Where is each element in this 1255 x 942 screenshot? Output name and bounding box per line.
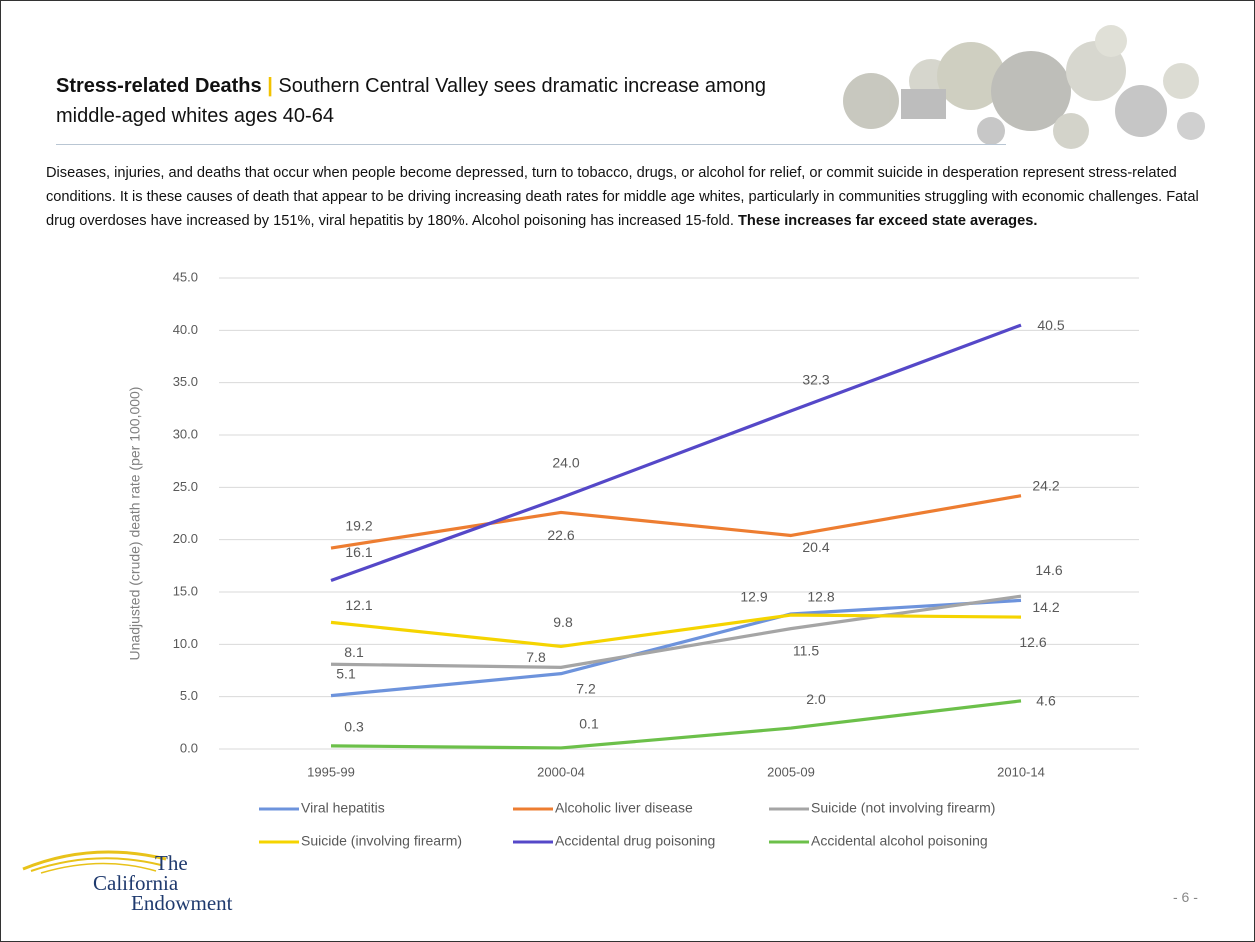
body-text: Diseases, injuries, and deaths that occu… (46, 161, 1221, 233)
data-label: 24.0 (552, 455, 579, 471)
data-label: 7.2 (576, 680, 596, 696)
y-tick-label: 45.0 (173, 269, 198, 284)
x-tick-label: 2010-14 (997, 764, 1045, 779)
paragraph: Diseases, injuries, and deaths that occu… (46, 165, 1199, 229)
data-label: 19.2 (345, 518, 372, 534)
legend-label: Accidental alcohol poisoning (811, 833, 988, 849)
data-label: 7.8 (526, 649, 546, 665)
data-label: 24.2 (1032, 477, 1059, 493)
y-tick-label: 15.0 (173, 583, 198, 598)
divider (56, 144, 1006, 145)
legend-label: Suicide (not involving firearm) (811, 800, 995, 816)
data-label: 12.9 (740, 589, 767, 605)
logo: The California Endowment (21, 841, 261, 921)
y-tick-label: 30.0 (173, 426, 198, 441)
data-label: 14.2 (1032, 599, 1059, 615)
legend-label: Alcoholic liver disease (555, 800, 693, 816)
data-label: 16.1 (345, 544, 372, 560)
x-tick-label: 2000-04 (537, 764, 585, 779)
series-line (330, 323, 1022, 582)
x-tick-label: 1995-99 (307, 764, 355, 779)
data-label: 20.4 (802, 539, 829, 555)
legend-label: Suicide (involving firearm) (301, 833, 462, 849)
separator: | (267, 75, 273, 97)
y-tick-label: 20.0 (173, 531, 198, 546)
y-axis-label: Unadjusted (crude) death rate (per 100,0… (127, 387, 143, 661)
data-label: 12.1 (345, 597, 372, 613)
data-label: 2.0 (806, 691, 826, 707)
y-tick-label: 10.0 (173, 636, 198, 651)
data-label: 5.1 (336, 665, 356, 681)
logo-swoosh (22, 850, 167, 874)
emphasis: These increases far exceed state average… (738, 213, 1038, 229)
series-line (330, 494, 1022, 550)
series-line (330, 598, 1022, 698)
y-tick-label: 25.0 (173, 479, 198, 494)
y-tick-label: 0.0 (180, 740, 198, 755)
legend-label: Viral hepatitis (301, 800, 385, 816)
logo-line: The (155, 851, 188, 875)
data-label: 0.1 (579, 716, 599, 732)
series-line (330, 699, 1022, 750)
y-tick-label: 35.0 (173, 374, 198, 389)
page-number: - 6 - (1173, 889, 1198, 905)
data-label: 22.6 (547, 527, 574, 543)
data-label: 32.3 (802, 372, 829, 388)
series-line (330, 594, 1022, 669)
data-label: 4.6 (1036, 693, 1056, 709)
data-label: 14.6 (1035, 562, 1062, 578)
data-label: 12.8 (807, 589, 834, 605)
y-tick-label: 40.0 (173, 322, 198, 337)
header: Stress-related Deaths | Southern Central… (56, 71, 786, 131)
data-label: 9.8 (553, 614, 573, 630)
data-label: 8.1 (344, 644, 364, 660)
logo-line: California (93, 871, 179, 895)
y-tick-label: 5.0 (180, 688, 198, 703)
subtitle: Southern Central Valley sees dramatic in… (56, 75, 767, 127)
data-label: 12.6 (1019, 634, 1046, 650)
data-label: 40.5 (1037, 317, 1064, 333)
series-line (330, 613, 1022, 649)
data-label: 0.3 (344, 719, 364, 735)
logo-line: Endowment (131, 891, 233, 915)
decoration (843, 25, 1205, 149)
plot: 0.0 5.0 10.0 15.0 20.0 25.0 30.0 35.0 40.0 45.0 Un… (127, 269, 1139, 849)
data-label: 11.5 (793, 642, 819, 658)
legend-label: Accidental drug poisoning (555, 833, 715, 849)
title: Stress-related Deaths (56, 75, 262, 97)
x-tick-label: 2005-09 (767, 764, 815, 779)
